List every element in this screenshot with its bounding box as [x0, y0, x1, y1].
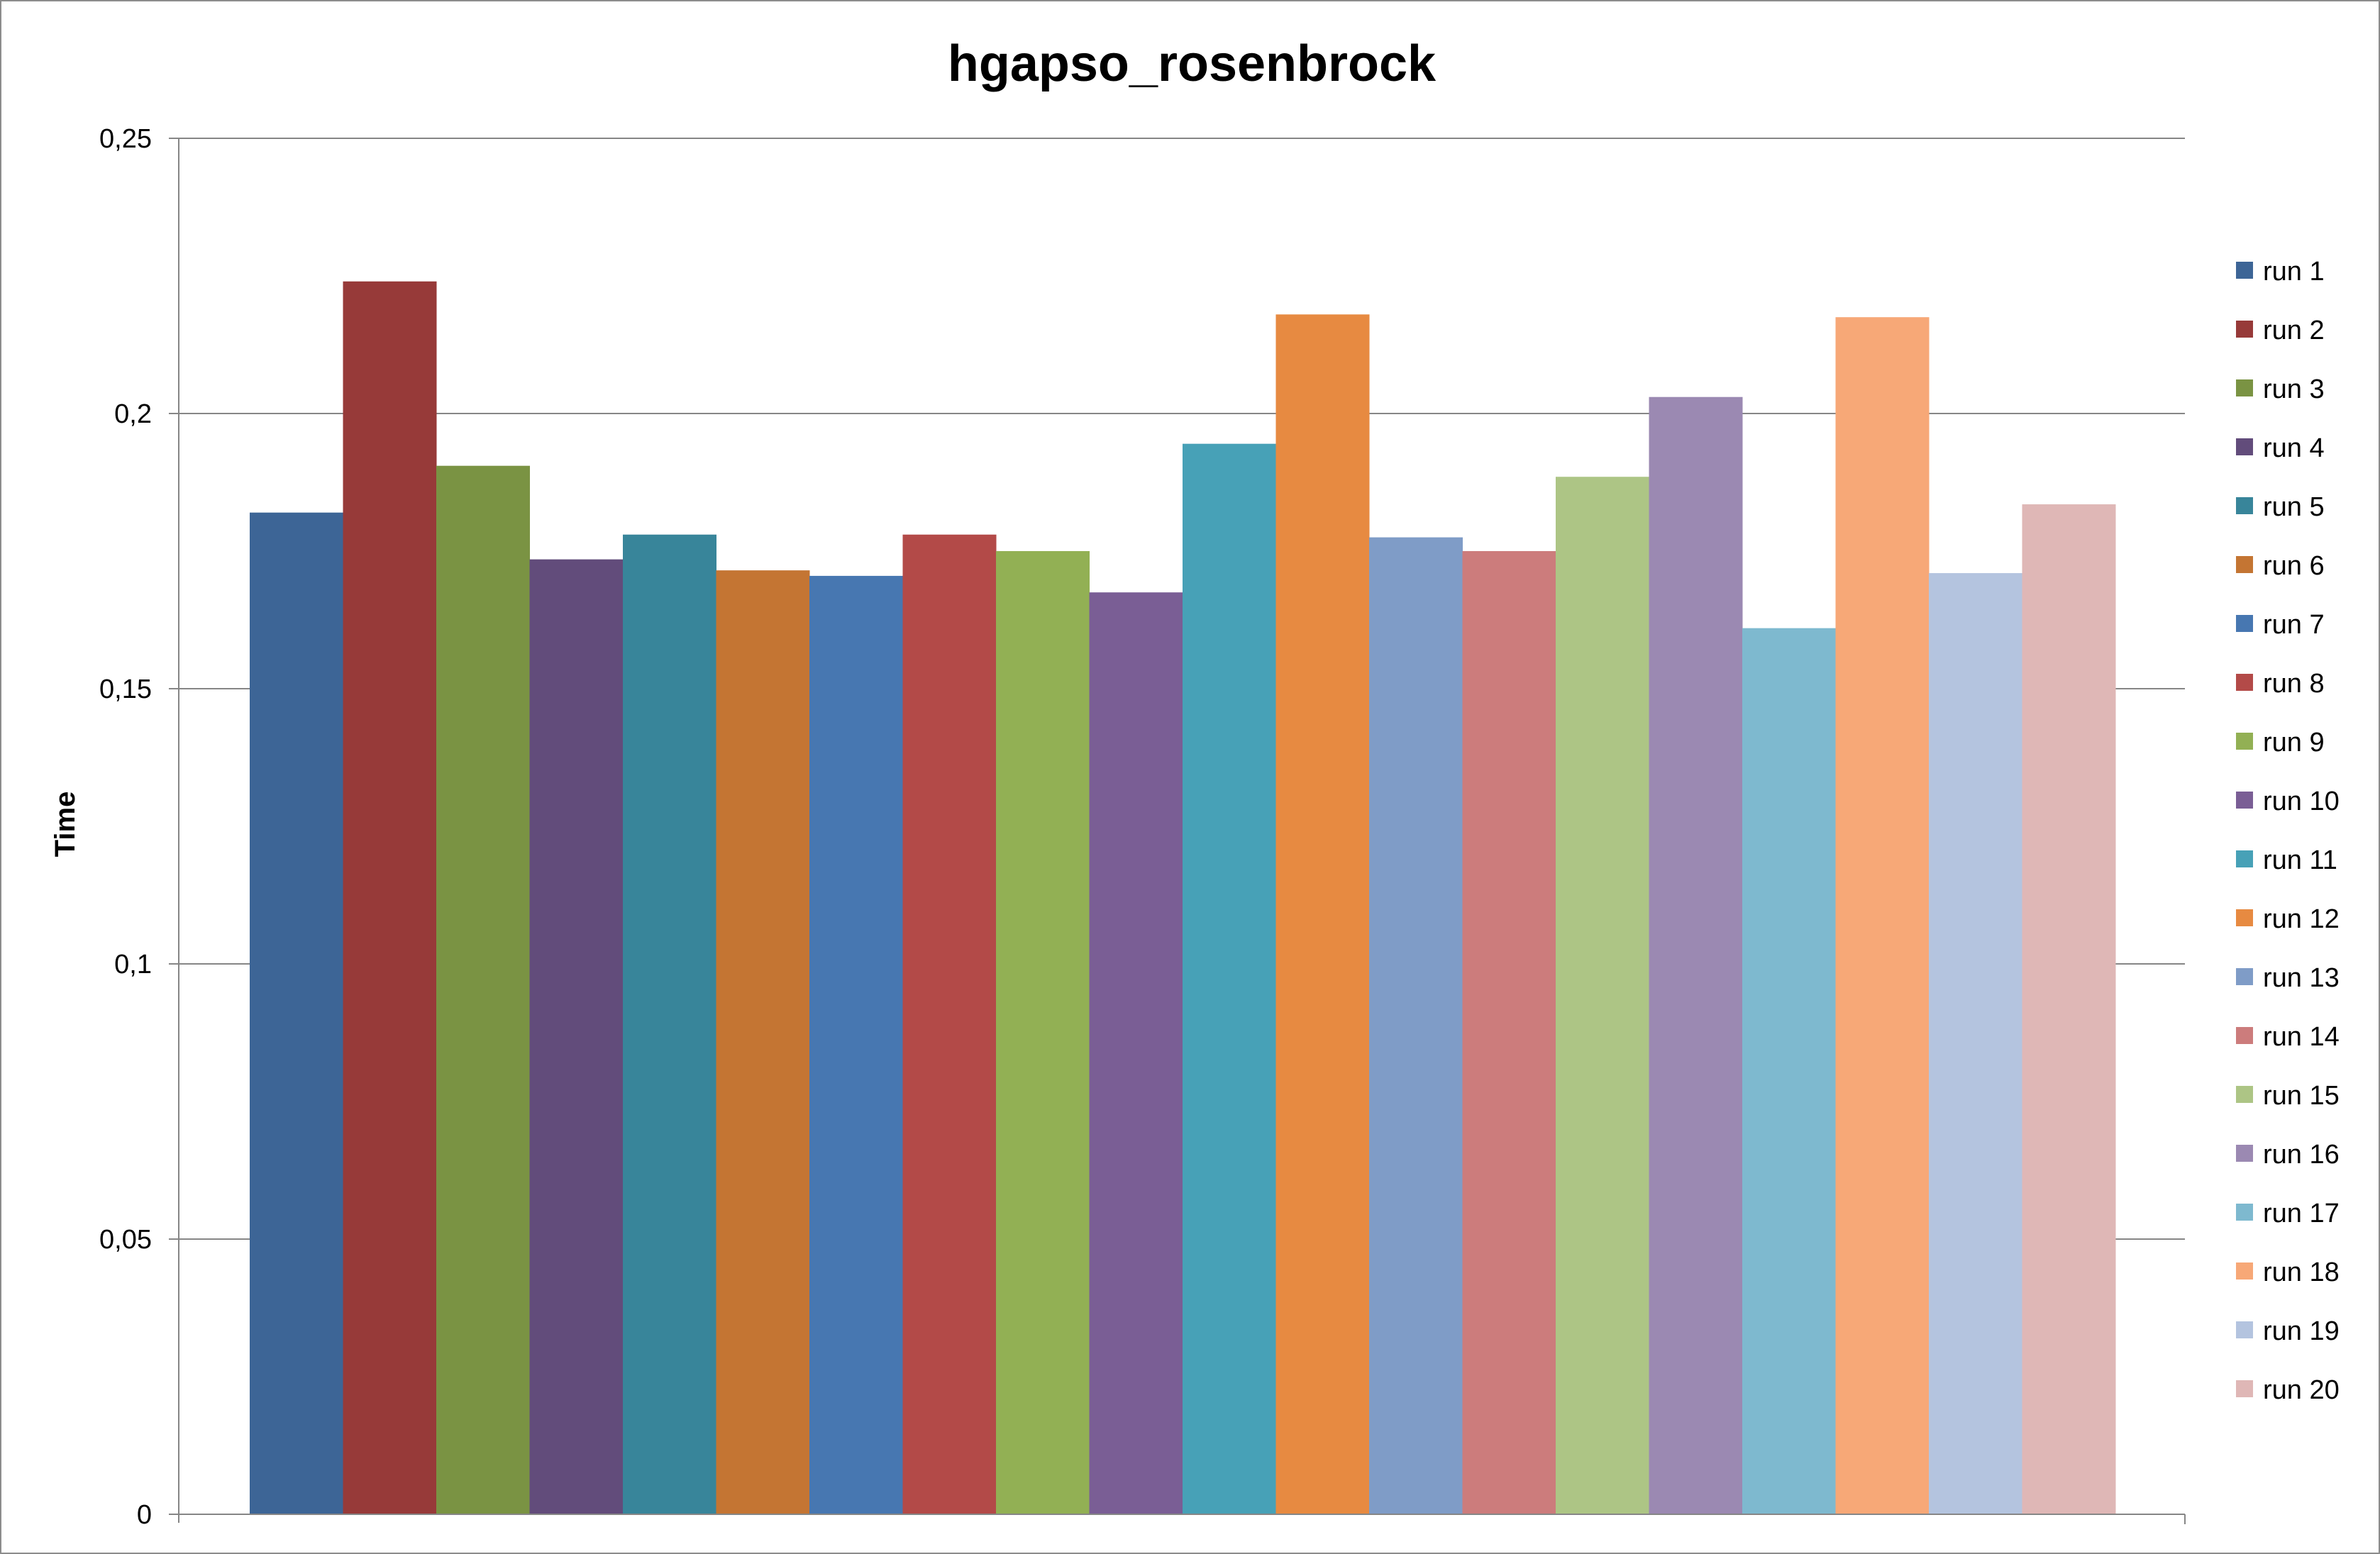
- bar-run-13: [1369, 537, 1463, 1514]
- bar-run-11: [1183, 443, 1276, 1515]
- bar-run-19: [1929, 573, 2022, 1514]
- legend-swatch: [2236, 556, 2253, 573]
- legend-label: run 20: [2263, 1375, 2340, 1405]
- legend-swatch: [2236, 438, 2253, 455]
- legend-label: run 3: [2263, 374, 2325, 404]
- bar-run-4: [529, 559, 624, 1514]
- y-tick-label: 0,15: [99, 675, 152, 704]
- bar-run-15: [1556, 477, 1649, 1514]
- legend-swatch: [2236, 262, 2253, 279]
- legend-swatch: [2236, 1321, 2253, 1338]
- legend-label: run 12: [2263, 904, 2340, 934]
- legend: run 1 run 2 run 3 run 4 run 5 run 6 run 7 run 8…: [2236, 257, 2340, 1405]
- legend-swatch: [2236, 1380, 2253, 1397]
- bar-run-6: [716, 570, 810, 1515]
- legend-swatch: [2236, 792, 2253, 809]
- y-tick-label: 0,1: [114, 950, 152, 979]
- legend-swatch: [2236, 1086, 2253, 1103]
- axes: [169, 138, 2186, 1524]
- bar-run-9: [996, 551, 1090, 1514]
- legend-label: run 7: [2263, 610, 2325, 640]
- legend-label: run 15: [2263, 1081, 2340, 1111]
- legend-label: run 14: [2263, 1022, 2340, 1052]
- legend-label: run 16: [2263, 1140, 2340, 1170]
- bar-run-16: [1649, 396, 1743, 1514]
- bar-run-12: [1275, 314, 1370, 1514]
- bar-run-8: [902, 534, 997, 1514]
- y-axis-title: Time: [50, 792, 81, 858]
- legend-label: run 4: [2263, 433, 2325, 463]
- legend-label: run 13: [2263, 963, 2340, 993]
- chart-title: hgapso_rosenbrock: [948, 35, 1437, 92]
- legend-label: run 9: [2263, 728, 2325, 757]
- legend-swatch: [2236, 733, 2253, 750]
- legend-swatch: [2236, 379, 2253, 396]
- legend-label: run 6: [2263, 551, 2325, 581]
- legend-swatch: [2236, 850, 2253, 867]
- bar-run-2: [343, 281, 437, 1514]
- y-tick-label: 0,2: [114, 399, 152, 429]
- legend-label: run 2: [2263, 316, 2325, 345]
- legend-label: run 10: [2263, 787, 2340, 816]
- legend-swatch: [2236, 497, 2253, 514]
- bar-run-17: [1742, 628, 1836, 1514]
- legend-label: run 17: [2263, 1199, 2340, 1228]
- legend-label: run 1: [2263, 257, 2325, 287]
- legend-label: run 11: [2263, 845, 2337, 875]
- bar-run-1: [250, 512, 343, 1515]
- bar-run-10: [1089, 592, 1183, 1515]
- bar-run-14: [1462, 551, 1556, 1514]
- bars: [250, 281, 2116, 1515]
- legend-swatch: [2236, 321, 2253, 338]
- y-tick-label: 0: [137, 1500, 152, 1530]
- legend-label: run 18: [2263, 1258, 2340, 1287]
- legend-swatch: [2236, 968, 2253, 985]
- bar-run-7: [809, 575, 903, 1515]
- legend-swatch: [2236, 1145, 2253, 1162]
- bar-run-18: [1835, 317, 1930, 1515]
- y-tick-label: 0,05: [99, 1225, 152, 1255]
- legend-swatch: [2236, 1262, 2253, 1280]
- legend-swatch: [2236, 909, 2253, 926]
- legend-swatch: [2236, 1204, 2253, 1221]
- legend-swatch: [2236, 615, 2253, 632]
- bar-run-3: [436, 465, 530, 1514]
- bar-run-20: [2022, 504, 2116, 1514]
- y-tick-labels: 0 0,05 0,1 0,15 0,2 0,25: [99, 124, 152, 1530]
- y-tick-label: 0,25: [99, 124, 152, 154]
- legend-swatch: [2236, 674, 2253, 691]
- legend-label: run 8: [2263, 669, 2325, 699]
- bar-run-5: [623, 534, 716, 1514]
- legend-label: run 5: [2263, 492, 2325, 522]
- legend-label: run 19: [2263, 1316, 2340, 1346]
- legend-swatch: [2236, 1027, 2253, 1044]
